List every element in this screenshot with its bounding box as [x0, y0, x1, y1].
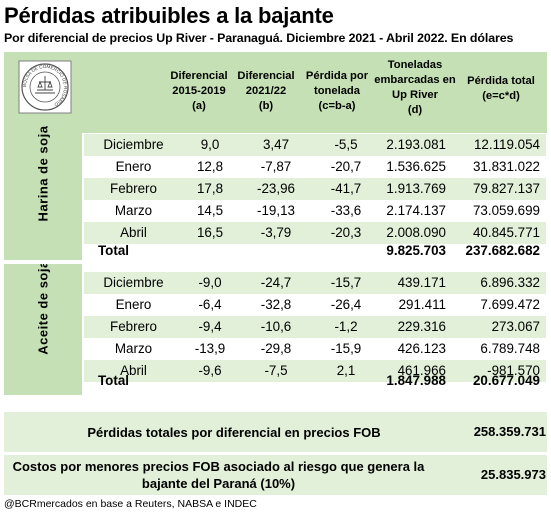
- table-row: Febrero -9,4 -10,6 -1,2 229.316 273.067: [84, 316, 546, 338]
- header-diferencial-2015-2019: Diferencial 2015-2019 (a): [170, 70, 228, 112]
- loss-table: BOLSA DE COMERCIO DE ROSARIO Diferencial…: [4, 52, 547, 395]
- summary-label: Pérdidas totales por diferencial en prec…: [87, 425, 381, 440]
- total-row-aceite: Total 1.847.988 20.677.049: [98, 373, 540, 388]
- table-row: Marzo 14,5 -19,13 -33,6 2.174.137 73.059.699: [114, 203, 540, 218]
- total-row-harina: Total 9.825.703 237.682.682: [98, 243, 540, 258]
- section-divider: [4, 260, 547, 264]
- header-toneladas-embarcadas: Toneladas embarcadas en Up River (d): [374, 59, 456, 116]
- header-perdida-por-tonelada: Pérdida por tonelada (c=b-a): [305, 70, 369, 112]
- sidebar-band: [4, 133, 82, 395]
- header-band: [4, 52, 547, 133]
- table-row: Marzo -13,9 -29,8 -15,9 426.123 6.789.748: [114, 341, 540, 356]
- summary-value: 25.835.973: [480, 467, 546, 482]
- summary-value: 258.359.731: [473, 424, 546, 439]
- header-diferencial-2021-22: Diferencial 2021/22 (b): [237, 70, 295, 112]
- page-title: Pérdidas atribuibles a la bajante: [4, 3, 334, 28]
- table-row: Abril 16,5 -3,79 -20,3 2.008.090 40.845.771: [84, 222, 546, 244]
- table-row: Febrero 17,8 -23,96 -41,7 1.913.769 79.827.13…: [84, 178, 546, 200]
- summary-label: Costos por menores precios FOB asociado …: [12, 459, 425, 491]
- table-row: Enero -6,4 -32,8 -26,4 291.411 7.699.472: [115, 297, 540, 312]
- header-perdida-total: Pérdida total (e=c*d): [467, 75, 535, 102]
- table-row: Diciembre -9,0 -24,7 -15,7 439.171 6.896.332: [84, 272, 546, 294]
- page-subtitle: Por diferencial de precios Up River - Pa…: [4, 31, 514, 45]
- section-label-harina-de-soja: Harina de soja: [35, 125, 51, 222]
- summary-total-losses: Pérdidas totales por diferencial en prec…: [4, 412, 547, 452]
- table-row: Diciembre 9,0 3,47 -5,5 2.193.081 12.119.054: [84, 134, 546, 156]
- summary-risk-costs: Costos por menores precios FOB asociado …: [4, 455, 547, 495]
- table-row: Abril -9,6 -7,5 2,1 461.966 -981.570: [84, 360, 546, 382]
- bcr-seal-logo: BOLSA DE COMERCIO DE ROSARIO: [18, 60, 72, 114]
- table-row: Enero 12,8 -7,87 -20,7 1.536.625 31.831.022: [115, 159, 540, 174]
- source-footer: @BCRmercados en base a Reuters, NABSA e …: [4, 498, 257, 510]
- section-label-aceite-de-soja: Aceite de soja: [35, 260, 51, 355]
